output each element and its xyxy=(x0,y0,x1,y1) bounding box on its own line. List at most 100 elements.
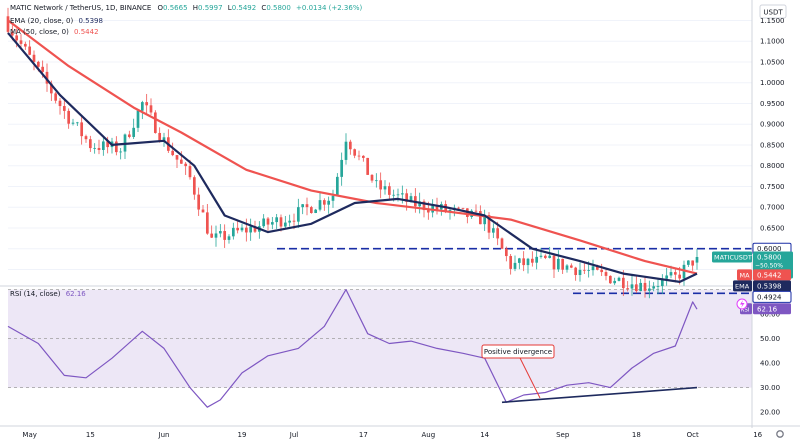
ma-price-label-text: 0.5442 xyxy=(757,271,782,279)
candle-body xyxy=(565,265,569,270)
candle-body xyxy=(214,233,218,238)
candle-body xyxy=(175,155,179,160)
candle-body xyxy=(114,141,118,153)
candle-body xyxy=(539,255,543,257)
candle-body xyxy=(409,196,413,202)
low-value: 0.5492 xyxy=(231,4,257,12)
candle-body xyxy=(28,46,32,55)
candle-body xyxy=(400,193,404,195)
candle-body xyxy=(340,159,344,177)
candle-body xyxy=(279,217,283,227)
price-tick-label: 0.9500 xyxy=(760,100,785,108)
candle-body xyxy=(682,264,686,279)
candle-body xyxy=(132,127,136,137)
candle-body xyxy=(54,93,58,101)
ema-legend[interactable]: EMA (20, close, 0) 0.5398 xyxy=(10,17,103,25)
candle-body xyxy=(504,248,508,257)
candle-body xyxy=(582,269,586,271)
ema-tag-box xyxy=(733,280,752,292)
candle-body xyxy=(396,194,400,196)
rsi-tick-label: 60.00 xyxy=(760,311,780,319)
candle-body xyxy=(517,258,521,263)
candle-body xyxy=(513,262,517,269)
candle-body xyxy=(80,122,84,137)
price-tick-label: 0.7000 xyxy=(760,204,785,212)
candle-body xyxy=(418,201,422,207)
candle-body xyxy=(509,256,513,269)
candle-body xyxy=(262,218,266,227)
candle-body xyxy=(84,136,88,140)
candle-body xyxy=(552,255,556,270)
candle-body xyxy=(93,147,97,149)
candle-body xyxy=(36,61,40,67)
candle-body xyxy=(387,186,391,195)
candle-body xyxy=(487,215,491,233)
candle-body xyxy=(266,218,270,225)
candle-body xyxy=(530,258,534,263)
ma-legend[interactable]: MA (50, close, 0) 0.5442 xyxy=(10,28,99,36)
time-tick-label: 17 xyxy=(359,431,368,439)
ema-legend-label: EMA (20, close, 0) xyxy=(10,17,74,25)
candle-body xyxy=(474,210,478,212)
candle-body xyxy=(253,226,257,232)
rsi-lines xyxy=(7,289,698,408)
candle-body xyxy=(595,266,599,270)
divergence-callout-box xyxy=(481,344,555,359)
last-price-text: 0.5800 xyxy=(757,253,782,261)
time-axis[interactable]: May 15 Jun 19 Jul 17 Aug 14 Sep 18 Oct 16 xyxy=(0,425,800,439)
candle-body xyxy=(335,176,339,196)
rsi-line xyxy=(7,289,698,408)
candle-body xyxy=(19,40,23,44)
candle-body xyxy=(45,71,49,84)
candle-body xyxy=(218,231,222,234)
price-tick-label: 0.8000 xyxy=(760,162,785,170)
candle-body xyxy=(357,155,361,157)
candle-body xyxy=(561,258,565,270)
candle-body xyxy=(361,155,365,158)
candle-body xyxy=(496,228,500,239)
time-tick-label: Aug xyxy=(421,431,435,439)
candle-body xyxy=(179,159,183,164)
candle-body xyxy=(188,166,192,178)
candle-body xyxy=(374,180,378,182)
time-tick-label: May xyxy=(22,431,36,439)
candle-body xyxy=(101,141,105,151)
close-value: 0.5800 xyxy=(266,4,291,12)
rsi-legend[interactable]: RSI (14, close) 62.16 xyxy=(10,290,86,298)
rsi-legend-label: RSI (14, close) xyxy=(10,290,61,298)
divergence-callout-pointer xyxy=(519,357,541,399)
candle-body xyxy=(75,122,79,124)
candle-body xyxy=(49,83,53,94)
ma-legend-value: 0.5442 xyxy=(74,28,99,36)
price-gridlines xyxy=(8,19,752,270)
candle-body xyxy=(691,260,695,266)
price-tick-label: 0.6500 xyxy=(760,224,785,232)
candle-body xyxy=(621,277,625,289)
last-change-text: −50.50% xyxy=(755,262,783,269)
candle-body xyxy=(153,112,157,133)
candle-body xyxy=(344,141,348,160)
lightning-icon xyxy=(740,300,745,308)
time-tick-label: 19 xyxy=(238,431,247,439)
candle-body xyxy=(678,274,682,279)
rsi-tick-label: 40.00 xyxy=(760,360,780,368)
candle-body xyxy=(136,110,140,128)
moving-average-lines xyxy=(7,19,698,283)
time-tick-label: Jun xyxy=(158,431,170,439)
candle-body xyxy=(244,227,248,233)
candle-body xyxy=(236,227,240,231)
candle-body xyxy=(322,200,326,205)
ma-tag-text: MA xyxy=(740,271,751,279)
candle-body xyxy=(591,266,595,271)
time-tick-label: 14 xyxy=(480,431,489,439)
candle-body xyxy=(522,258,526,266)
candle-body xyxy=(62,106,66,111)
candle-body xyxy=(71,122,75,124)
candle-body xyxy=(526,258,530,266)
candle-body xyxy=(383,186,387,190)
annotations: Positive divergence xyxy=(481,298,784,438)
candle-body xyxy=(210,233,214,238)
candle-body xyxy=(500,238,504,249)
candle-body xyxy=(435,205,439,210)
